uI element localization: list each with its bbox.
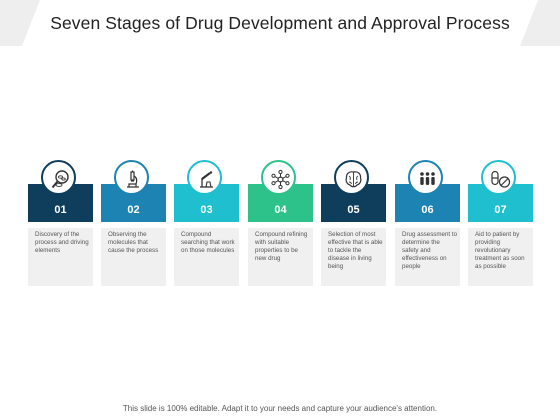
pill-capsule-icon xyxy=(491,170,511,188)
stage-icon-circle xyxy=(481,160,516,195)
stage-1: 01 Discovery of the process and driving … xyxy=(28,160,93,286)
stage-number: 01 xyxy=(54,204,67,216)
stage-card xyxy=(395,228,460,286)
stage-icon-circle xyxy=(334,160,369,195)
stage-icon-circle xyxy=(408,160,443,195)
stage-card xyxy=(321,228,386,286)
stage-number: 07 xyxy=(494,204,507,216)
stage-card xyxy=(28,228,93,286)
molecule-network-icon xyxy=(271,169,290,190)
stage-card xyxy=(248,228,313,286)
microscope-icon xyxy=(127,170,139,188)
magnifier-pills-icon xyxy=(51,170,69,189)
lab-flask-icon xyxy=(200,171,213,188)
brain-icon xyxy=(345,171,362,188)
stage-description: Aid to patient by providing revolutionar… xyxy=(475,231,525,270)
stage-description: Drug assessment to determine the safety … xyxy=(402,231,458,270)
stage-6: 06 Drug assessment to determine the safe… xyxy=(395,160,460,286)
title-bar xyxy=(0,0,560,46)
stage-description: Compound searching that work on those mo… xyxy=(181,231,235,254)
stage-icon-circle xyxy=(261,160,296,195)
stage-number: 06 xyxy=(421,204,434,216)
footer-note: This slide is 100% editable. Adapt it to… xyxy=(122,404,438,413)
stage-number: 02 xyxy=(127,204,140,216)
stage-2: 02 Observing the molecules that cause th… xyxy=(101,160,166,286)
stage-card xyxy=(101,228,166,286)
stage-description: Compound refining with suitable properti… xyxy=(255,231,308,262)
stage-7: 07 Aid to patient by providing revolutio… xyxy=(468,160,533,286)
stage-card xyxy=(468,228,533,286)
stage-icon-circle xyxy=(114,160,149,195)
page-title: Seven Stages of Drug Development and App… xyxy=(50,13,510,33)
stage-number: 03 xyxy=(200,204,213,216)
stage-3: 03 Compound searching that work on those… xyxy=(174,160,239,286)
stage-5: 05 Selection of most effective that is a… xyxy=(321,160,386,286)
stage-description: Selection of most effective that is able… xyxy=(328,231,383,270)
stage-description: Discovery of the process and driving ele… xyxy=(35,231,89,254)
stage-number: 05 xyxy=(347,204,360,216)
stage-number: 04 xyxy=(274,204,287,216)
people-group-icon xyxy=(420,172,435,185)
stage-4: 04 Compound refining with suitable prope… xyxy=(248,160,313,286)
stage-card xyxy=(174,228,239,286)
stage-icon-circle xyxy=(41,160,76,195)
stage-description: Observing the molecules that cause the p… xyxy=(108,231,159,254)
stage-icon-circle xyxy=(187,160,222,195)
